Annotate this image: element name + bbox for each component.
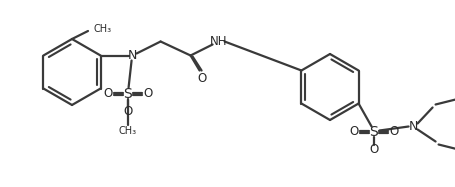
Text: O: O: [197, 72, 206, 85]
Text: S: S: [123, 87, 131, 100]
Text: O: O: [103, 87, 112, 100]
Text: O: O: [123, 105, 132, 118]
Text: O: O: [388, 125, 397, 138]
Text: CH₃: CH₃: [94, 24, 112, 34]
Text: NH: NH: [209, 35, 227, 48]
Text: CH₃: CH₃: [118, 126, 136, 137]
Text: O: O: [368, 143, 377, 156]
Text: N: N: [408, 120, 417, 133]
Text: O: O: [348, 125, 358, 138]
Text: S: S: [369, 125, 377, 139]
Text: N: N: [127, 49, 137, 62]
Text: O: O: [142, 87, 152, 100]
